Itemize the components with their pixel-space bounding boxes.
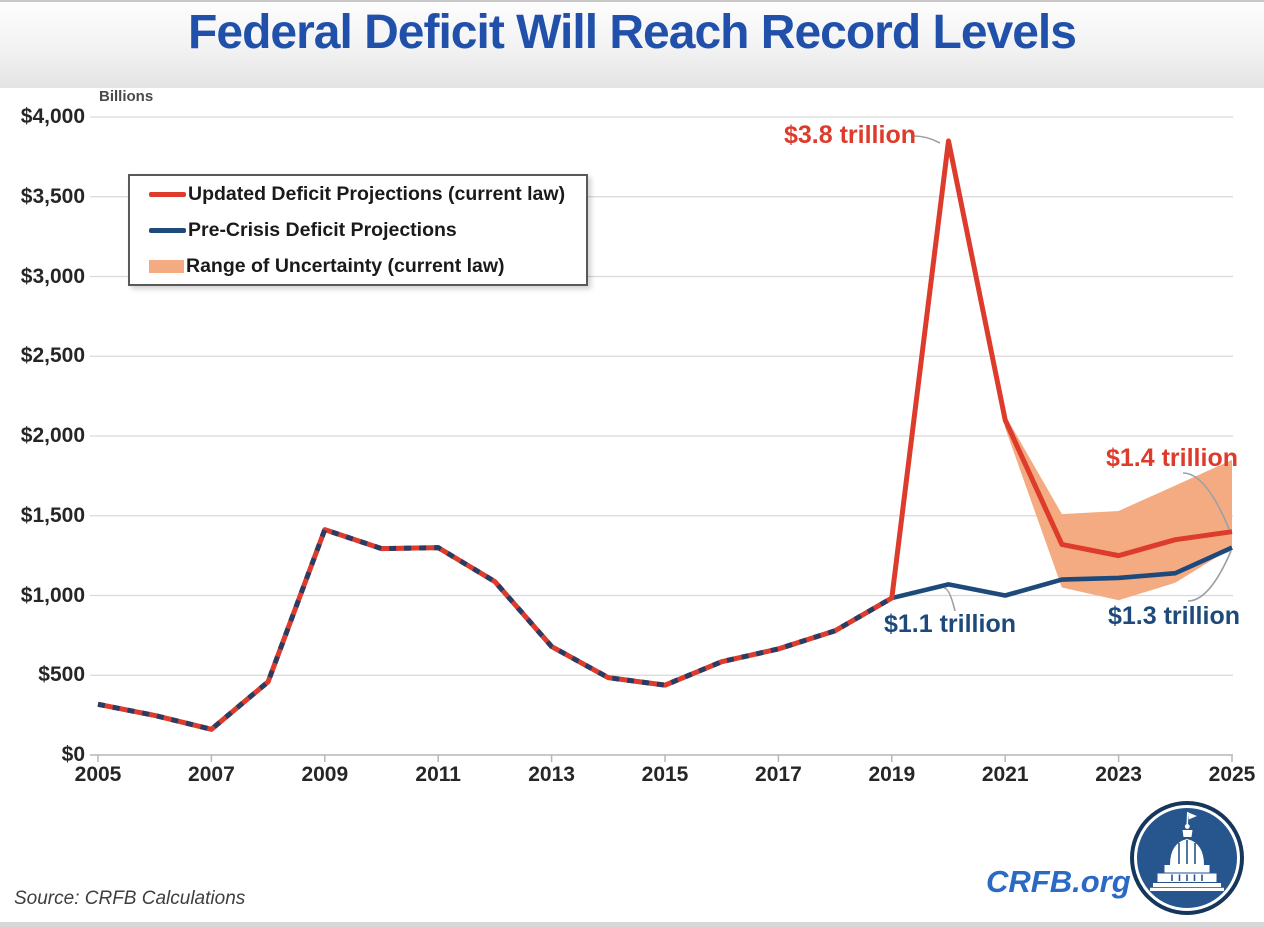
annotation-leader-line xyxy=(1182,472,1230,530)
x-axis-tick-label: 2007 xyxy=(188,763,235,786)
legend-label: Updated Deficit Projections (current law… xyxy=(188,182,566,205)
y-axis-tick-label: $3,500 xyxy=(20,184,85,208)
x-axis-tick-label: 2023 xyxy=(1095,763,1142,786)
x-axis-tick-label: 2005 xyxy=(74,763,122,786)
annotation-leader-line xyxy=(913,135,941,144)
title-banner xyxy=(0,2,1264,88)
legend-line-swatch xyxy=(149,191,186,197)
y-axis-unit-label: Billions xyxy=(99,88,154,105)
capitol-dome-lines xyxy=(1171,840,1203,881)
legend-item: Pre-Crisis Deficit Projections xyxy=(149,212,586,248)
legend-label: Pre-Crisis Deficit Projections xyxy=(188,218,457,241)
y-axis-tick-label: $4,000 xyxy=(20,105,85,128)
x-axis-tick-label: 2025 xyxy=(1208,763,1256,786)
crfb-logo xyxy=(1130,801,1244,915)
x-axis-tick-label: 2011 xyxy=(415,763,461,786)
x-axis-tick-label: 2015 xyxy=(641,763,689,786)
annotation-leader-line xyxy=(943,587,956,612)
y-axis-tick-label: $500 xyxy=(38,663,85,687)
data-annotation: $1.1 trillion xyxy=(884,610,1016,638)
y-axis-tick-label: $1,000 xyxy=(20,583,85,607)
x-axis-tick-label: 2019 xyxy=(868,763,916,786)
data-annotation: $1.4 trillion xyxy=(1106,444,1238,472)
legend: Updated Deficit Projections (current law… xyxy=(128,174,588,286)
bottom-edge-strip xyxy=(0,922,1264,927)
legend-fill-swatch xyxy=(149,259,184,273)
source-note: Source: CRFB Calculations xyxy=(14,888,246,909)
legend-line-swatch xyxy=(149,227,186,233)
y-axis-tick-label: $2,500 xyxy=(20,344,85,368)
uncertainty-band xyxy=(948,140,1232,601)
data-annotation: $3.8 trillion xyxy=(784,121,916,149)
legend-label: Range of Uncertainty (current law) xyxy=(186,254,505,277)
x-axis-tick-label: 2013 xyxy=(528,763,575,786)
annotation-leader-line xyxy=(1187,550,1232,602)
legend-item: Range of Uncertainty (current law) xyxy=(149,248,586,284)
y-axis-tick-label: $1,500 xyxy=(20,503,85,527)
brand-text: CRFB.org xyxy=(986,864,1131,899)
y-axis-tick-label: $3,000 xyxy=(20,264,85,288)
legend-item: Updated Deficit Projections (current law… xyxy=(149,176,586,212)
data-annotation: $1.3 trillion xyxy=(1108,602,1240,630)
x-axis-tick-label: 2009 xyxy=(301,763,349,786)
y-axis-tick-label: $2,000 xyxy=(20,424,85,447)
page-title: Federal Deficit Will Reach Record Levels xyxy=(188,6,1077,59)
historical-dashed-overlay xyxy=(97,527,894,732)
x-axis-tick-label: 2017 xyxy=(755,763,802,786)
y-axis-tick-label: $0 xyxy=(61,743,85,766)
x-axis-tick-label: 2021 xyxy=(981,763,1029,786)
